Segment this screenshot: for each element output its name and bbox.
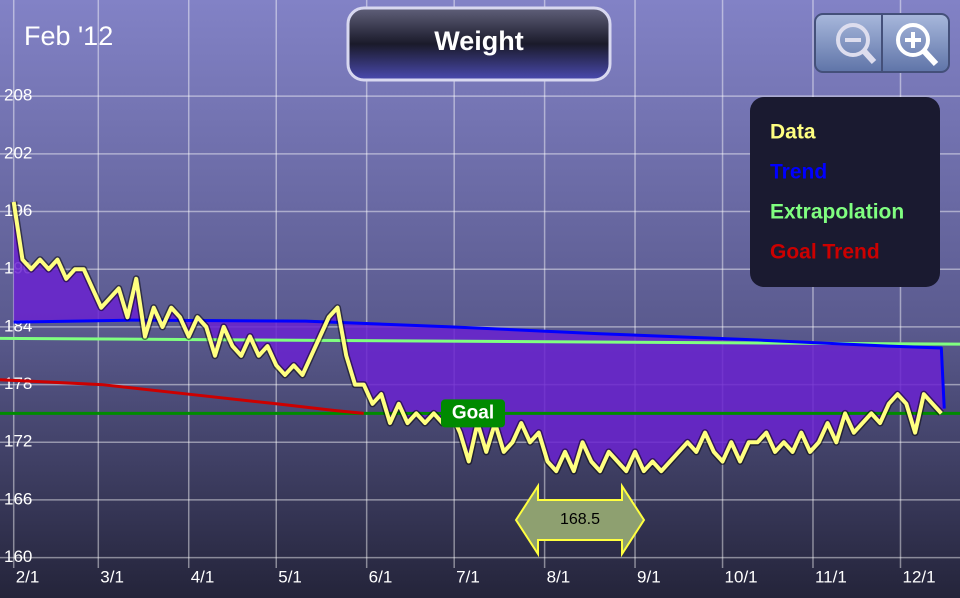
chart-title: Weight [434,26,524,56]
zoom-out[interactable] [836,23,877,65]
x-tick-label: 12/1 [902,567,935,586]
zoom-in[interactable] [896,23,939,67]
legend-entry: Goal Trend [770,241,880,264]
y-tick-label: 178 [4,374,32,393]
area-fill [13,201,945,472]
goal-label: Goal [452,402,494,423]
series-line [13,318,946,409]
x-tick-label: 11/1 [815,567,847,586]
legend-entry: Extrapolation [770,201,904,224]
y-tick-label: 172 [4,432,32,451]
zoom-controls [814,13,950,73]
y-tick-label: 160 [4,547,32,566]
plot: 1601661721781841901962022082/13/14/15/16… [0,0,960,586]
series-line [0,378,364,415]
x-tick-label: 6/1 [369,567,393,586]
legend: Data Trend Extrapolation Goal Trend [770,121,904,264]
x-tick-label: 8/1 [547,567,571,586]
x-tick-label: 3/1 [100,567,124,586]
date-label: Feb '12 [24,21,113,51]
legend-box [750,97,940,287]
x-tick-label: 7/1 [456,567,480,586]
y-tick-label: 208 [4,86,32,105]
x-tick-label: 5/1 [278,567,302,586]
goal-badge [441,399,505,428]
y-tick-label: 166 [4,489,32,508]
marker[interactable]: 168.5 [514,482,646,558]
x-tick-label: 2/1 [16,567,40,586]
x-tick-label: 10/1 [725,567,758,586]
legend-entry: Data [770,121,816,144]
x-tick-label: 9/1 [637,567,661,586]
x-tick-label: 4/1 [191,567,215,586]
y-tick-label: 202 [4,143,32,162]
title-button[interactable] [346,6,612,82]
marker-value: 168.5 [560,511,600,528]
legend-entry: Trend [770,161,827,184]
